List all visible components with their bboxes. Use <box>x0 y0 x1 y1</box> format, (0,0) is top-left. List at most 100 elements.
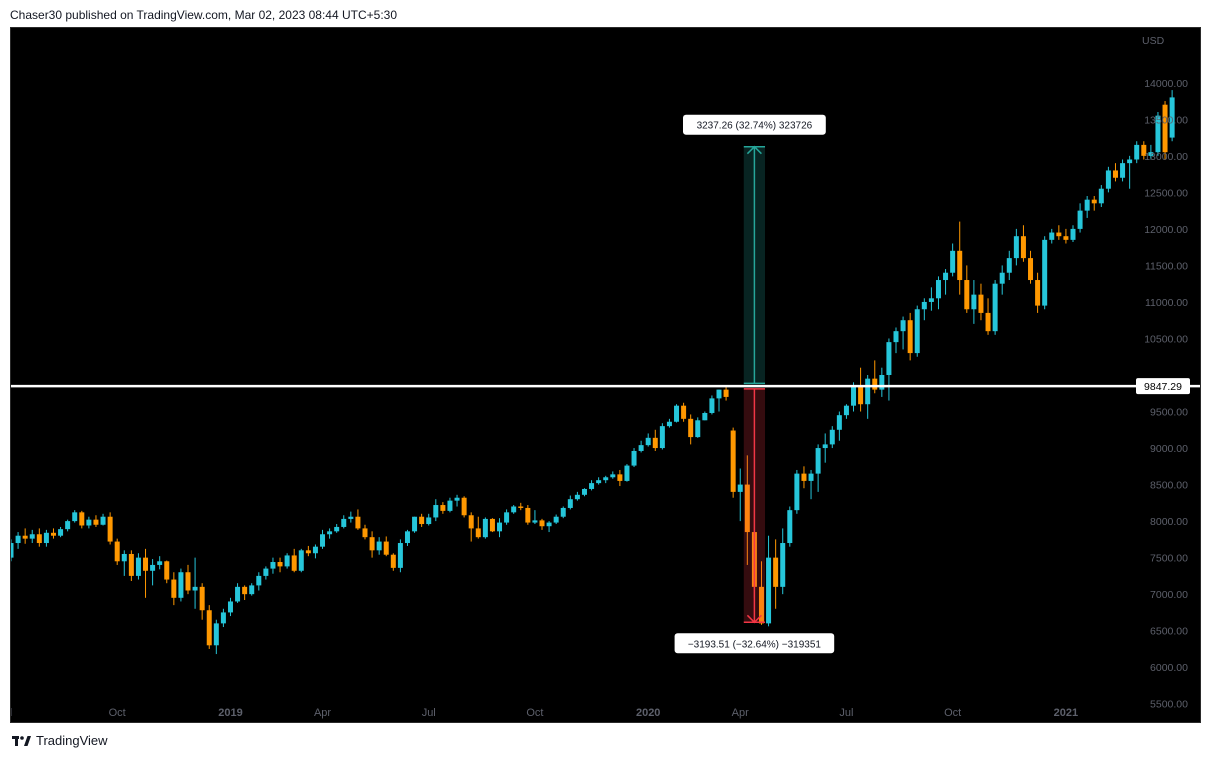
candle <box>666 418 672 428</box>
candle-body <box>900 320 906 332</box>
candle-body <box>291 555 297 571</box>
price-chart[interactable]: 3237.26 (32.74%) 323726 −3193.51 (−32.64%… <box>11 28 1200 722</box>
candle-body <box>957 250 963 281</box>
candle <box>815 444 821 492</box>
candle-body <box>645 437 651 446</box>
candle-body <box>242 586 248 595</box>
candle <box>964 265 970 313</box>
candle <box>22 528 28 544</box>
candle <box>284 553 290 569</box>
candle <box>461 496 467 518</box>
y-axis: USD 14000.00 13500.00 13000.00 12500.00 12000… <box>1136 35 1190 711</box>
candle <box>674 404 680 423</box>
candle <box>589 480 595 491</box>
candle-body <box>86 519 92 526</box>
candle <box>836 411 842 441</box>
y-tick-label: 9000.00 <box>1150 443 1188 455</box>
candle-body <box>50 532 56 536</box>
x-tick-label: 2021 <box>1054 707 1078 719</box>
candle-body <box>404 531 410 544</box>
candle <box>999 265 1005 295</box>
candle <box>475 516 481 539</box>
tradingview-logo-icon <box>12 735 31 746</box>
candle-body <box>235 586 241 602</box>
candle-body <box>610 474 616 478</box>
candle <box>822 433 828 463</box>
candle <box>178 568 184 602</box>
candle <box>787 506 793 547</box>
candle-body <box>36 534 42 544</box>
candle <box>1155 112 1161 156</box>
candle-body <box>730 430 736 492</box>
candle <box>58 526 64 538</box>
chart-frame[interactable]: 3237.26 (32.74%) 323726 −3193.51 (−32.64%… <box>10 27 1201 723</box>
candle <box>645 433 651 447</box>
candle-body <box>263 568 269 576</box>
candle-body <box>624 465 630 481</box>
candle <box>688 414 694 445</box>
candle-body <box>107 516 113 542</box>
candle <box>794 469 800 514</box>
y-tick-label: 7500.00 <box>1150 553 1188 565</box>
candle-body <box>603 477 609 481</box>
candle-body <box>978 294 984 313</box>
candle <box>419 513 425 527</box>
candle <box>468 512 474 542</box>
candle <box>192 557 198 609</box>
candle-body <box>482 518 488 538</box>
candle <box>843 404 849 419</box>
candle-body <box>305 550 311 554</box>
candle <box>497 518 503 538</box>
candle-body <box>1127 159 1133 164</box>
candle <box>992 280 998 335</box>
candle <box>164 560 170 584</box>
candle-body <box>971 294 977 310</box>
candle <box>865 375 871 419</box>
candle-body <box>858 385 864 405</box>
candle <box>1091 196 1097 211</box>
candle <box>730 427 736 498</box>
candle <box>1120 159 1126 182</box>
candle <box>596 477 602 485</box>
candle-body <box>220 612 226 624</box>
candle <box>858 367 864 412</box>
y-tick-label: 6500.00 <box>1150 626 1188 638</box>
candle-body <box>1098 188 1104 204</box>
candle-body <box>199 586 205 611</box>
candle-body <box>454 497 460 501</box>
candle <box>227 597 233 617</box>
candle-body <box>355 516 361 529</box>
candle <box>574 491 580 501</box>
candle-body <box>100 516 106 525</box>
candle <box>872 360 878 394</box>
candle <box>277 557 283 573</box>
measure-layer: 3237.26 (32.74%) 323726 −3193.51 (−32.64%… <box>674 114 835 654</box>
candle-body <box>546 522 552 527</box>
candle <box>1169 90 1175 142</box>
candle-body <box>1105 170 1111 189</box>
candle-body <box>1155 115 1161 153</box>
candle-body <box>1112 170 1118 178</box>
x-tick-label: 2019 <box>218 707 242 719</box>
candle <box>135 553 141 580</box>
candle <box>886 338 892 401</box>
candle-body <box>737 484 743 492</box>
candle <box>971 280 977 324</box>
x-tick-label: 2020 <box>636 707 660 719</box>
candle-body <box>914 309 920 354</box>
candle-body <box>921 301 927 310</box>
candle <box>249 583 255 596</box>
candle-body <box>121 553 127 562</box>
candle-body <box>907 320 913 354</box>
x-tick-label: Jul <box>422 707 436 719</box>
candles-layer <box>11 90 1175 655</box>
candle-body <box>11 543 14 558</box>
measure-up-arrowhead <box>746 145 762 155</box>
candle-body <box>928 298 934 302</box>
candle-body <box>171 579 177 598</box>
candle <box>1148 144 1154 160</box>
candle-body <box>1120 163 1126 178</box>
candle-body <box>362 528 368 538</box>
candle <box>426 513 432 526</box>
candle-body <box>1091 199 1097 204</box>
